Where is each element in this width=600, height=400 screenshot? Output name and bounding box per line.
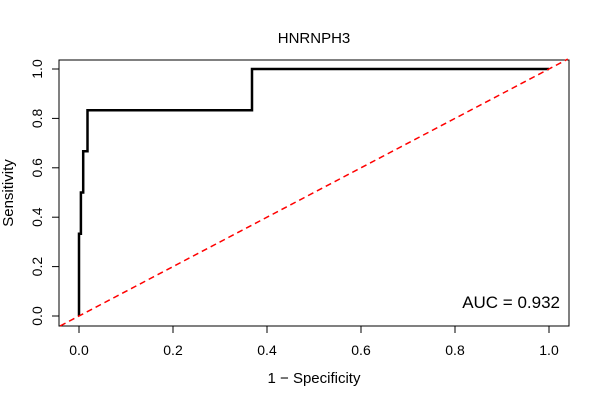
y-tick-label: 0.6 [29,158,45,178]
y-tick-label: 1.0 [29,59,45,79]
auc-annotation: AUC = 0.932 [462,293,560,312]
x-tick-label: 0.0 [69,342,89,358]
series-layer [59,58,569,327]
x-axis-label: 1 − Specificity [268,370,361,387]
x-tick-label: 0.8 [445,342,465,358]
x-tick-label: 1.0 [539,342,559,358]
roc-curve [77,67,549,316]
x-tick-label: 0.2 [163,342,183,358]
x-tick-label: 0.6 [351,342,371,358]
y-tick-label: 0.2 [29,257,45,277]
y-tick-label: 0.8 [29,108,45,128]
y-axis: 0.0 0.2 0.4 0.6 0.8 1.0 [29,59,60,326]
x-tick-label: 0.4 [257,342,277,358]
y-tick-label: 0.4 [29,207,45,227]
reference-diagonal-line [59,58,569,327]
chart-title: HNRNPH3 [278,30,351,47]
y-tick-label: 0.0 [29,306,45,326]
y-axis-label: Sensitivity [0,159,17,227]
x-axis: 0.0 0.2 0.4 0.6 0.8 1.0 [69,325,559,358]
